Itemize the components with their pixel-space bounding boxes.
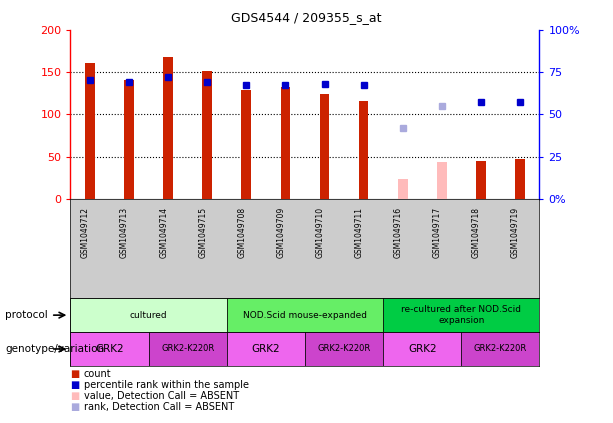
Text: GSM1049709: GSM1049709 — [276, 207, 286, 258]
Bar — [124, 80, 134, 199]
Text: percentile rank within the sample: percentile rank within the sample — [84, 380, 249, 390]
Bar — [242, 90, 251, 199]
Text: GDS4544 / 209355_s_at: GDS4544 / 209355_s_at — [231, 11, 382, 24]
Bar — [163, 57, 173, 199]
Bar — [476, 161, 485, 199]
Bar — [149, 332, 227, 366]
Bar — [359, 101, 368, 199]
Bar — [305, 332, 383, 366]
Text: NOD.Scid mouse-expanded: NOD.Scid mouse-expanded — [243, 310, 367, 320]
Bar — [319, 94, 329, 199]
Text: genotype/variation: genotype/variation — [5, 344, 104, 354]
Text: count: count — [84, 369, 112, 379]
Text: rank, Detection Call = ABSENT: rank, Detection Call = ABSENT — [84, 402, 234, 412]
Text: ■: ■ — [70, 391, 80, 401]
Text: re-cultured after NOD.Scid
expansion: re-cultured after NOD.Scid expansion — [402, 305, 521, 325]
Bar — [70, 298, 227, 332]
Bar — [70, 332, 149, 366]
Text: GSM1049715: GSM1049715 — [198, 207, 207, 258]
Text: GSM1049710: GSM1049710 — [316, 207, 324, 258]
Text: GRK2: GRK2 — [95, 344, 124, 354]
Text: GSM1049714: GSM1049714 — [159, 207, 168, 258]
Bar — [85, 63, 95, 199]
Text: cultured: cultured — [130, 310, 167, 320]
Text: protocol: protocol — [5, 310, 48, 320]
Text: ■: ■ — [70, 380, 80, 390]
Text: GSM1049712: GSM1049712 — [81, 207, 90, 258]
Text: GSM1049711: GSM1049711 — [354, 207, 364, 258]
Text: GSM1049716: GSM1049716 — [394, 207, 403, 258]
Bar — [383, 298, 539, 332]
Text: GSM1049719: GSM1049719 — [511, 207, 520, 258]
Bar — [281, 87, 291, 199]
Text: GRK2: GRK2 — [408, 344, 436, 354]
Bar — [398, 179, 408, 199]
Text: GRK2-K220R: GRK2-K220R — [161, 344, 215, 354]
Bar — [227, 332, 305, 366]
Bar — [462, 332, 539, 366]
Text: ■: ■ — [70, 402, 80, 412]
Bar — [202, 71, 212, 199]
Text: GSM1049718: GSM1049718 — [472, 207, 481, 258]
Text: value, Detection Call = ABSENT: value, Detection Call = ABSENT — [84, 391, 239, 401]
Text: GRK2: GRK2 — [251, 344, 280, 354]
Bar — [227, 298, 383, 332]
Bar — [515, 159, 525, 199]
Bar — [383, 332, 462, 366]
Text: GRK2-K220R: GRK2-K220R — [318, 344, 371, 354]
Text: ■: ■ — [70, 369, 80, 379]
Text: GSM1049708: GSM1049708 — [237, 207, 246, 258]
Text: GSM1049713: GSM1049713 — [120, 207, 129, 258]
Text: GRK2-K220R: GRK2-K220R — [474, 344, 527, 354]
Text: GSM1049717: GSM1049717 — [433, 207, 442, 258]
Bar — [437, 162, 447, 199]
